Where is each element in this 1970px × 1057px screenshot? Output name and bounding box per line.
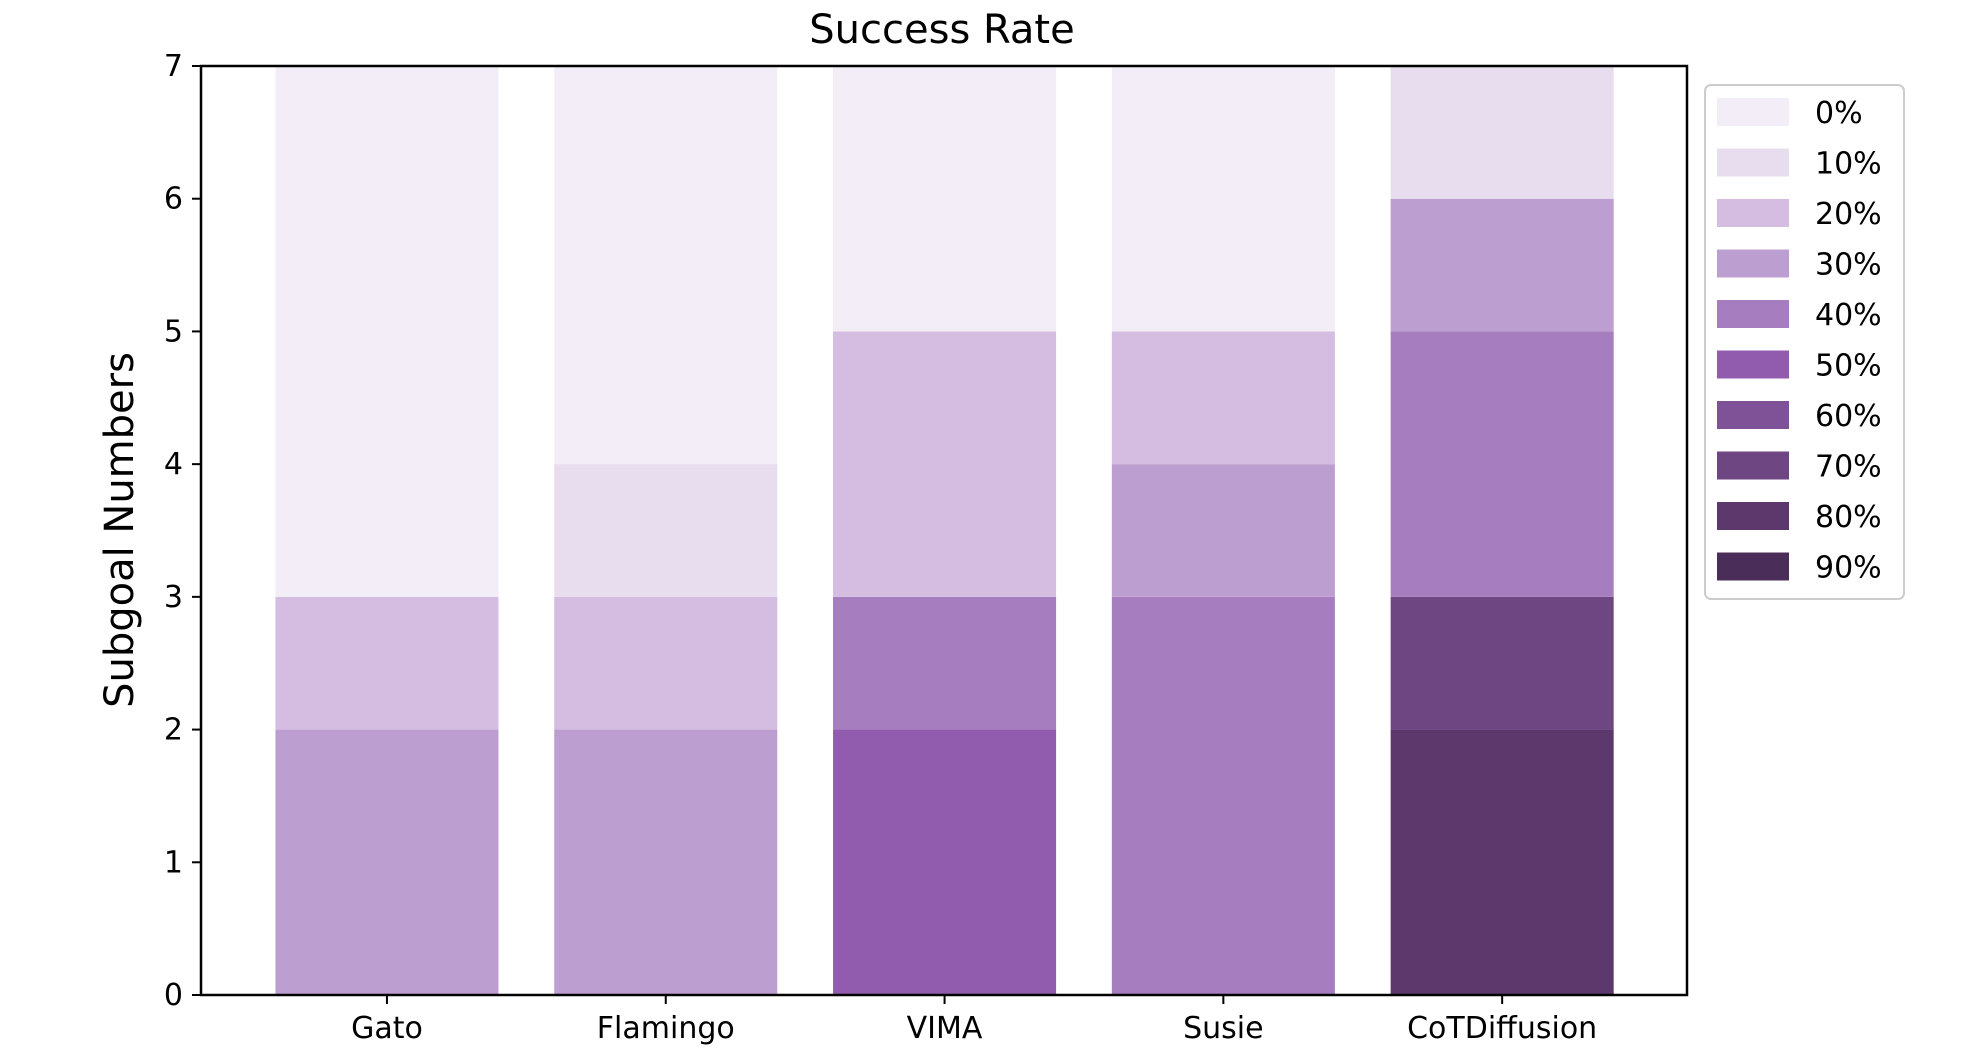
legend-swatch-4 xyxy=(1717,300,1789,328)
bar-segment-cotdiffusion-4 xyxy=(1390,66,1614,199)
x-tick-label-vima: VIMA xyxy=(907,1011,983,1046)
bar-segment-gato-0 xyxy=(275,729,499,995)
legend-swatch-6 xyxy=(1717,401,1789,429)
x-tick-label-cotdiffusion: CoTDiffusion xyxy=(1407,1011,1597,1046)
legend-label-1: 10% xyxy=(1815,147,1882,182)
bars-layer xyxy=(275,66,1614,995)
x-tick-label-flamingo: Flamingo xyxy=(597,1011,735,1046)
legend-label-2: 20% xyxy=(1815,197,1882,232)
y-tick-label-6: 6 xyxy=(164,182,183,217)
chart-title: Success Rate xyxy=(809,7,1074,53)
x-tick-label-susie: Susie xyxy=(1183,1011,1263,1046)
bar-segment-cotdiffusion-2 xyxy=(1390,331,1614,597)
legend-swatch-1 xyxy=(1717,148,1789,177)
x-tick-label-gato: Gato xyxy=(351,1011,423,1046)
y-tick-label-0: 0 xyxy=(164,978,183,1013)
legend-label-5: 50% xyxy=(1815,349,1882,384)
legend-label-3: 30% xyxy=(1815,248,1882,283)
legend-swatch-8 xyxy=(1717,502,1789,530)
bar-segment-susie-3 xyxy=(1111,66,1335,332)
legend-label-9: 90% xyxy=(1815,551,1882,586)
bar-segment-susie-0 xyxy=(1111,596,1335,995)
y-tick-label-7: 7 xyxy=(164,49,183,84)
y-tick-label-2: 2 xyxy=(164,713,183,748)
legend-swatch-2 xyxy=(1717,199,1789,227)
legend-label-7: 70% xyxy=(1815,450,1882,485)
bar-segment-vima-1 xyxy=(833,596,1057,730)
bar-segment-flamingo-2 xyxy=(554,464,778,597)
bar-segment-susie-1 xyxy=(1111,464,1335,597)
bar-segment-vima-0 xyxy=(833,729,1057,995)
axes-layer: 0 1 2 3 4 5 6 7 Gato Flamingo VIMA Susie CoTDiffusio… xyxy=(164,49,1689,1046)
y-tick-label-4: 4 xyxy=(164,447,183,482)
legend-swatch-7 xyxy=(1717,451,1789,480)
bar-segment-gato-2 xyxy=(275,66,499,597)
bar-segment-vima-2 xyxy=(833,331,1057,597)
bar-segment-cotdiffusion-3 xyxy=(1390,198,1614,332)
legend-label-8: 80% xyxy=(1815,500,1882,535)
legend-swatch-5 xyxy=(1717,350,1789,379)
legend-label-0: 0% xyxy=(1815,96,1863,131)
y-tick-label-5: 5 xyxy=(164,314,183,349)
legend: 0% 10% 20% 30% 40% 50% 60% 70% 80% 90% xyxy=(1704,84,1905,600)
bar-segment-flamingo-3 xyxy=(554,66,778,465)
y-tick-label-3: 3 xyxy=(164,580,183,615)
bar-segment-cotdiffusion-0 xyxy=(1390,729,1614,995)
legend-swatch-9 xyxy=(1717,552,1789,581)
bar-segment-flamingo-1 xyxy=(554,596,778,730)
legend-swatch-3 xyxy=(1717,249,1789,278)
bar-segment-cotdiffusion-1 xyxy=(1390,596,1614,730)
y-axis-label: Subgoal Numbers xyxy=(97,352,143,708)
legend-label-4: 40% xyxy=(1815,298,1882,333)
bar-segment-vima-3 xyxy=(833,66,1057,332)
bar-segment-flamingo-0 xyxy=(554,729,778,995)
bar-segment-gato-1 xyxy=(275,596,499,730)
y-tick-label-1: 1 xyxy=(164,845,183,880)
bar-segment-susie-2 xyxy=(1111,331,1335,465)
legend-swatch-0 xyxy=(1717,98,1789,126)
legend-label-6: 60% xyxy=(1815,399,1882,434)
